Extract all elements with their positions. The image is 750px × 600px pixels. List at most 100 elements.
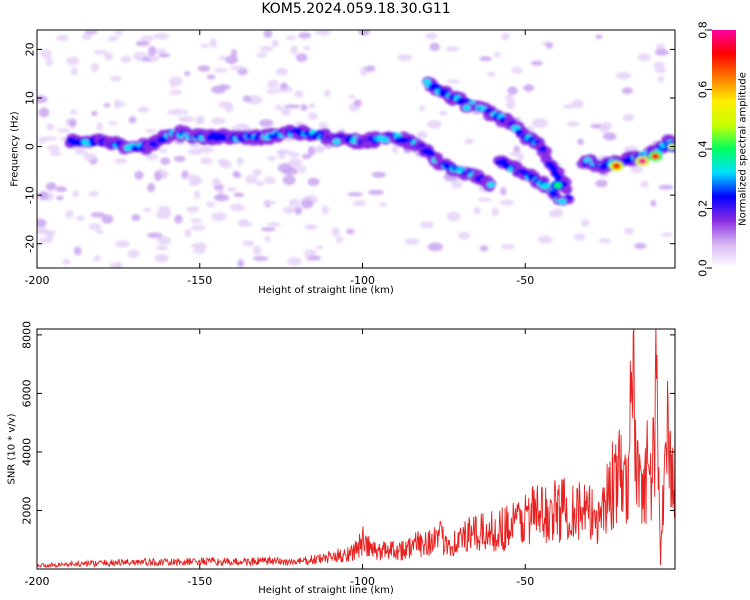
heatmap-noise <box>114 30 123 36</box>
heatmap-frame <box>36 29 676 269</box>
heatmap-noise <box>654 68 667 74</box>
colorbar-label: Normalized spectral amplitude <box>738 72 749 226</box>
heatmap-noise <box>93 255 102 262</box>
heatmap-noise <box>615 71 632 80</box>
heatmap-noise <box>420 221 434 229</box>
heatmap-noise <box>154 171 162 182</box>
heatmap-noise <box>266 89 280 94</box>
heatmap-noise <box>505 100 516 110</box>
heatmap-noise <box>214 68 228 73</box>
heatmap-noise <box>242 240 255 247</box>
heatmap-noise <box>197 65 211 72</box>
heatmap-noise <box>193 190 201 200</box>
heatmap-noise <box>252 169 263 176</box>
y-tick-label: 2000 <box>21 496 34 524</box>
heatmap-noise <box>49 150 62 156</box>
heatmap-noise <box>353 99 363 107</box>
heatmap-noise <box>290 45 299 55</box>
heatmap-noise <box>302 153 312 160</box>
heatmap-noise <box>231 49 238 58</box>
heatmap-noise <box>599 123 609 134</box>
heatmap-noise <box>513 145 521 153</box>
heatmap-noise <box>38 107 50 118</box>
heatmap-noise <box>654 49 669 56</box>
heatmap-noise <box>84 30 98 35</box>
heatmap-noise <box>427 120 442 129</box>
line-frame <box>36 328 676 570</box>
heatmap-noise <box>640 180 649 188</box>
heatmap-noise <box>235 173 242 178</box>
heatmap-noise <box>193 242 207 251</box>
heatmap-noise <box>397 53 413 62</box>
heatmap-noise <box>148 45 157 56</box>
heatmap-noise <box>56 128 71 133</box>
heatmap-noise <box>158 53 171 58</box>
heatmap-noise <box>287 257 302 266</box>
heatmap-noise <box>252 245 262 256</box>
heatmap-noise <box>323 89 332 98</box>
heatmap-noise <box>315 145 326 154</box>
heatmap-noise <box>237 259 244 268</box>
heatmap-noise <box>368 189 384 195</box>
heatmap-noise <box>209 38 217 48</box>
heatmap-noise <box>70 67 79 76</box>
heatmap-noise <box>233 192 245 198</box>
heatmap-noise <box>184 228 192 238</box>
x-tick-label: -50 <box>516 575 534 588</box>
heatmap-noise <box>491 207 499 217</box>
x-tick-label: -200 <box>25 575 50 588</box>
heatmap-cells <box>37 30 675 268</box>
heatmap-noise <box>304 224 318 230</box>
heatmap-noise <box>622 113 635 122</box>
heatmap-noise <box>55 186 67 193</box>
heatmap-noise <box>224 55 238 64</box>
heatmap-noise <box>220 160 232 169</box>
heatmap-noise <box>179 109 189 115</box>
heatmap-noise <box>61 258 71 265</box>
heatmap-noise <box>38 191 49 201</box>
heatmap-noise <box>236 156 244 166</box>
heatmap-noise <box>280 83 289 89</box>
heatmap-noise <box>157 236 171 246</box>
y-tick-label: 0 <box>24 143 37 150</box>
heatmap-noise <box>404 238 420 246</box>
heatmap-noise <box>116 102 127 107</box>
heatmap-noise <box>500 243 515 250</box>
heatmap-noise <box>141 35 154 42</box>
heatmap-noise <box>424 32 438 40</box>
heatmap-noise <box>391 144 399 154</box>
heatmap-noise <box>153 32 170 40</box>
heatmap-noise <box>346 228 355 235</box>
heatmap-noise <box>226 187 237 192</box>
colorbar-tick-label: 0.0 <box>697 259 710 277</box>
heatmap-noise <box>364 65 376 72</box>
y-tick-label: -20 <box>24 235 37 253</box>
colorbar-tick-label: 0.8 <box>697 21 710 39</box>
heatmap-noise <box>68 119 77 128</box>
heatmap-noise <box>218 55 227 61</box>
trace-core <box>542 154 551 161</box>
heatmap-noise <box>184 71 191 76</box>
heatmap-noise <box>505 94 514 103</box>
heatmap-noise <box>45 182 57 191</box>
heatmap-noise <box>378 202 388 207</box>
heatmap-noise <box>532 118 548 128</box>
heatmap-noise <box>288 158 303 165</box>
heatmap-hotspot <box>612 163 621 169</box>
x-tick-label: -200 <box>25 274 50 287</box>
heatmap-noise <box>147 182 156 193</box>
trace-core <box>549 165 558 172</box>
heatmap-noise <box>253 256 269 261</box>
heatmap-noise <box>650 200 657 207</box>
heatmap-noise <box>300 199 314 209</box>
y-tick-label: 8000 <box>21 321 34 349</box>
heatmap-noise <box>300 104 308 111</box>
trace-core <box>427 150 435 157</box>
heatmap-noise <box>553 208 563 218</box>
heatmap-noise <box>37 95 48 104</box>
heatmap-noise <box>623 227 635 235</box>
heatmap-noise <box>211 85 226 94</box>
heatmap-noise <box>595 179 608 188</box>
heatmap-noise <box>96 122 103 131</box>
y-axis-label: SNR (10 * v/v) <box>7 413 18 484</box>
